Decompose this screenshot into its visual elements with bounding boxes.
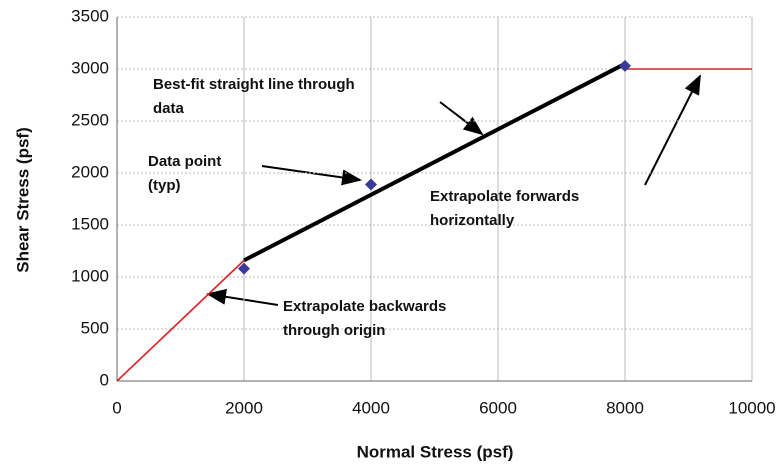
- annotation: through origin: [283, 322, 385, 339]
- arrow: [644, 74, 701, 186]
- annotation: (typ): [148, 177, 181, 194]
- x-tick-label: 8000: [606, 398, 644, 417]
- annotation: horizontally: [430, 212, 515, 229]
- line: [116, 259, 245, 382]
- x-tick-label: 6000: [479, 398, 517, 417]
- y-tick-label: 3000: [71, 58, 109, 77]
- y-tick-label: 3500: [71, 6, 109, 25]
- y-tick-label: 500: [81, 318, 109, 337]
- line: [243, 62, 626, 263]
- annotation: Extrapolate forwards: [430, 188, 579, 205]
- x-axis-label: Normal Stress (psf): [357, 442, 514, 461]
- y-tick-label: 1000: [71, 266, 109, 285]
- x-tick-label: 4000: [352, 398, 390, 417]
- annotation: Best-fit straight line through: [153, 76, 355, 93]
- x-tick-label: 10000: [728, 398, 775, 417]
- y-tick-label: 0: [100, 370, 109, 389]
- arrow: [439, 101, 484, 136]
- x-tick-label: 0: [112, 398, 121, 417]
- y-axis-label: Shear Stress (psf): [13, 127, 32, 273]
- annotation: Data point: [148, 153, 221, 170]
- annotation: data: [153, 100, 185, 117]
- x-tick-label: 2000: [225, 398, 263, 417]
- data-point: [619, 59, 631, 72]
- arrow: [206, 288, 279, 306]
- annotation: Extrapolate backwards: [283, 298, 446, 315]
- data-point: [365, 178, 377, 191]
- y-tick-label: 2000: [71, 162, 109, 181]
- y-tick-label: 1500: [71, 214, 109, 233]
- data-point: [238, 262, 250, 275]
- y-tick-label: 2500: [71, 110, 109, 129]
